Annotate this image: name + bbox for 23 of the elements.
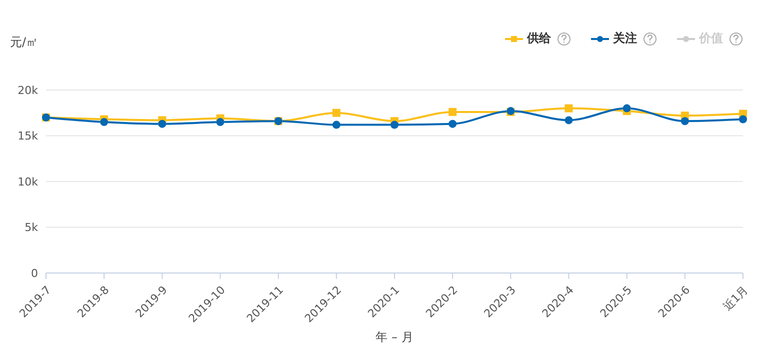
point — [100, 118, 108, 126]
y-tick-label: 10k — [18, 175, 39, 188]
y-tick-label: 15k — [18, 130, 39, 143]
y-tick-label: 0 — [31, 266, 38, 280]
legend-label: 关注 — [613, 30, 637, 47]
point — [332, 108, 340, 117]
point — [158, 120, 166, 128]
y-axis-title: 元/㎡ — [10, 34, 38, 51]
y-tick-label: 5k — [24, 221, 39, 234]
point — [739, 115, 747, 124]
legend-label: 供给 — [527, 30, 551, 47]
point — [390, 120, 398, 129]
point — [564, 116, 573, 124]
x-tick-label: 近1月 — [720, 283, 751, 314]
point — [448, 108, 457, 116]
point — [622, 104, 631, 112]
point — [448, 120, 457, 128]
point — [680, 117, 689, 126]
point — [216, 118, 224, 126]
point — [332, 120, 340, 129]
x-axis-title: 年 – 月 — [376, 330, 414, 344]
point — [564, 104, 573, 112]
y-tick-label: 20k — [18, 84, 39, 97]
